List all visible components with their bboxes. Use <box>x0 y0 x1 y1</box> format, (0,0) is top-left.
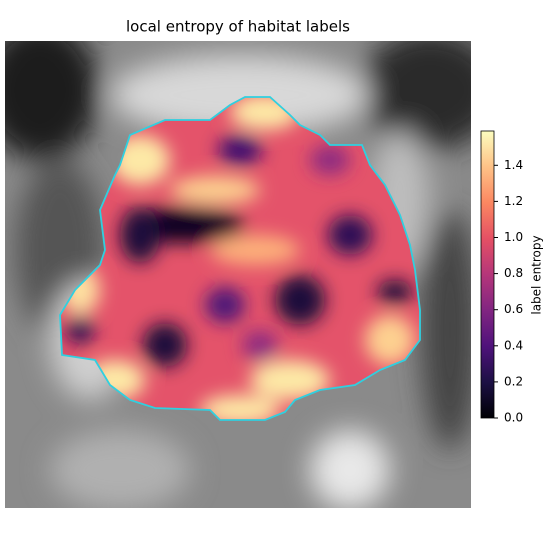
colorbar-tick-label: 0.4 <box>504 338 523 352</box>
colorbar <box>480 130 495 419</box>
colorbar-tick-label: 0.2 <box>504 374 523 388</box>
colorbar-tick-label: 1.0 <box>504 230 523 244</box>
image <box>5 41 471 508</box>
colorbar-tick-label: 1.4 <box>504 158 523 172</box>
chart-title: local entropy of habitat labels <box>126 18 350 36</box>
colorbar-label: label entropy <box>530 235 544 314</box>
colorbar-tick-label: 0.6 <box>504 302 523 316</box>
colorbar-tick-label: 0.0 <box>504 411 523 425</box>
colorbar-tick-label: 0.8 <box>504 266 523 280</box>
colorbar-tick-label: 1.2 <box>504 194 523 208</box>
